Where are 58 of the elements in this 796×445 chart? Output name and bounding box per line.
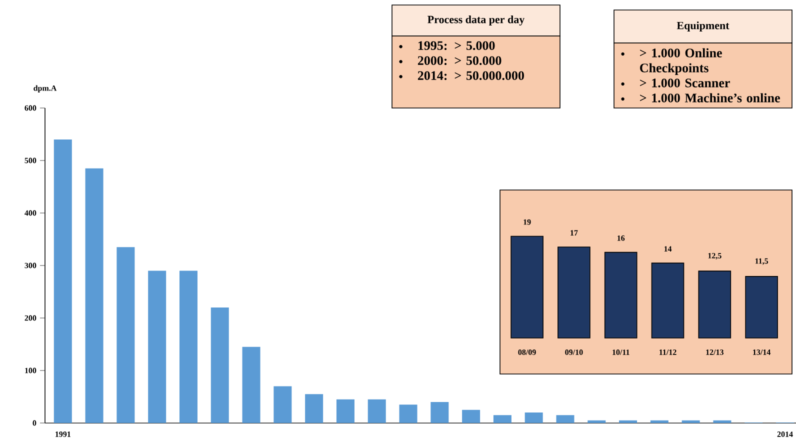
bar bbox=[524, 412, 543, 423]
x-tick-label: 13/14 bbox=[753, 350, 771, 355]
bar bbox=[556, 415, 574, 423]
bar bbox=[588, 420, 606, 423]
text: 1995: > 5.000 bbox=[418, 41, 495, 50]
data-label: 14 bbox=[664, 246, 672, 252]
x-tick-label: 12/13 bbox=[706, 350, 724, 355]
bar bbox=[274, 386, 292, 423]
text: Equipment bbox=[676, 22, 730, 32]
x-tick-label: 08/09 bbox=[518, 350, 536, 355]
bar bbox=[336, 399, 354, 423]
y-tick-label: 100 bbox=[25, 368, 36, 374]
data-label: 16 bbox=[617, 235, 625, 241]
bar bbox=[148, 270, 166, 423]
bar bbox=[54, 140, 72, 423]
x-tick-label: 1991 bbox=[56, 432, 70, 437]
bar bbox=[462, 410, 480, 423]
data-label: 19 bbox=[524, 219, 531, 225]
text: 2014: > 50.000.000 bbox=[418, 71, 524, 80]
bar bbox=[493, 415, 512, 423]
text: > 1.000 Machine’s online bbox=[640, 93, 780, 102]
y-tick-label: 300 bbox=[24, 262, 36, 268]
x-tick-label: 09/10 bbox=[565, 350, 583, 355]
x-tick-label: 2014 bbox=[777, 432, 793, 437]
x-tick-label: 11/12 bbox=[660, 350, 676, 355]
y-tick-label: 0 bbox=[32, 420, 36, 426]
bar bbox=[745, 276, 778, 338]
x-tick-label: 10/11 bbox=[612, 350, 630, 355]
bar bbox=[179, 270, 198, 423]
y-tick-label: 400 bbox=[24, 210, 36, 216]
bar bbox=[116, 247, 135, 423]
bar bbox=[698, 270, 732, 338]
bar bbox=[399, 404, 418, 423]
bar bbox=[619, 420, 638, 423]
bar bbox=[651, 262, 684, 338]
data-label: 12,5 bbox=[708, 253, 722, 260]
bar bbox=[650, 420, 668, 423]
text: > 1.000 Scanner bbox=[640, 78, 730, 88]
text: Process data per day bbox=[428, 16, 525, 26]
bar bbox=[510, 236, 544, 338]
bar bbox=[682, 420, 700, 423]
bar bbox=[604, 252, 638, 338]
data-label: 17 bbox=[570, 230, 578, 236]
text: > 1.000 Online Checkpoints bbox=[640, 48, 722, 75]
y-tick-label: 600 bbox=[24, 105, 36, 111]
text: 2000: > 50.000 bbox=[418, 56, 502, 66]
bar bbox=[368, 399, 386, 423]
y-tick-label: 500 bbox=[24, 158, 36, 164]
y-axis-title: dpm.A bbox=[34, 85, 57, 92]
y-tick-label: 200 bbox=[24, 315, 36, 321]
bar bbox=[85, 168, 104, 423]
data-label: 11,5 bbox=[755, 258, 768, 265]
bar bbox=[430, 402, 449, 423]
bar bbox=[242, 346, 260, 423]
bar bbox=[713, 420, 732, 423]
bar bbox=[305, 394, 324, 423]
bar bbox=[210, 308, 229, 423]
bar bbox=[558, 246, 590, 338]
